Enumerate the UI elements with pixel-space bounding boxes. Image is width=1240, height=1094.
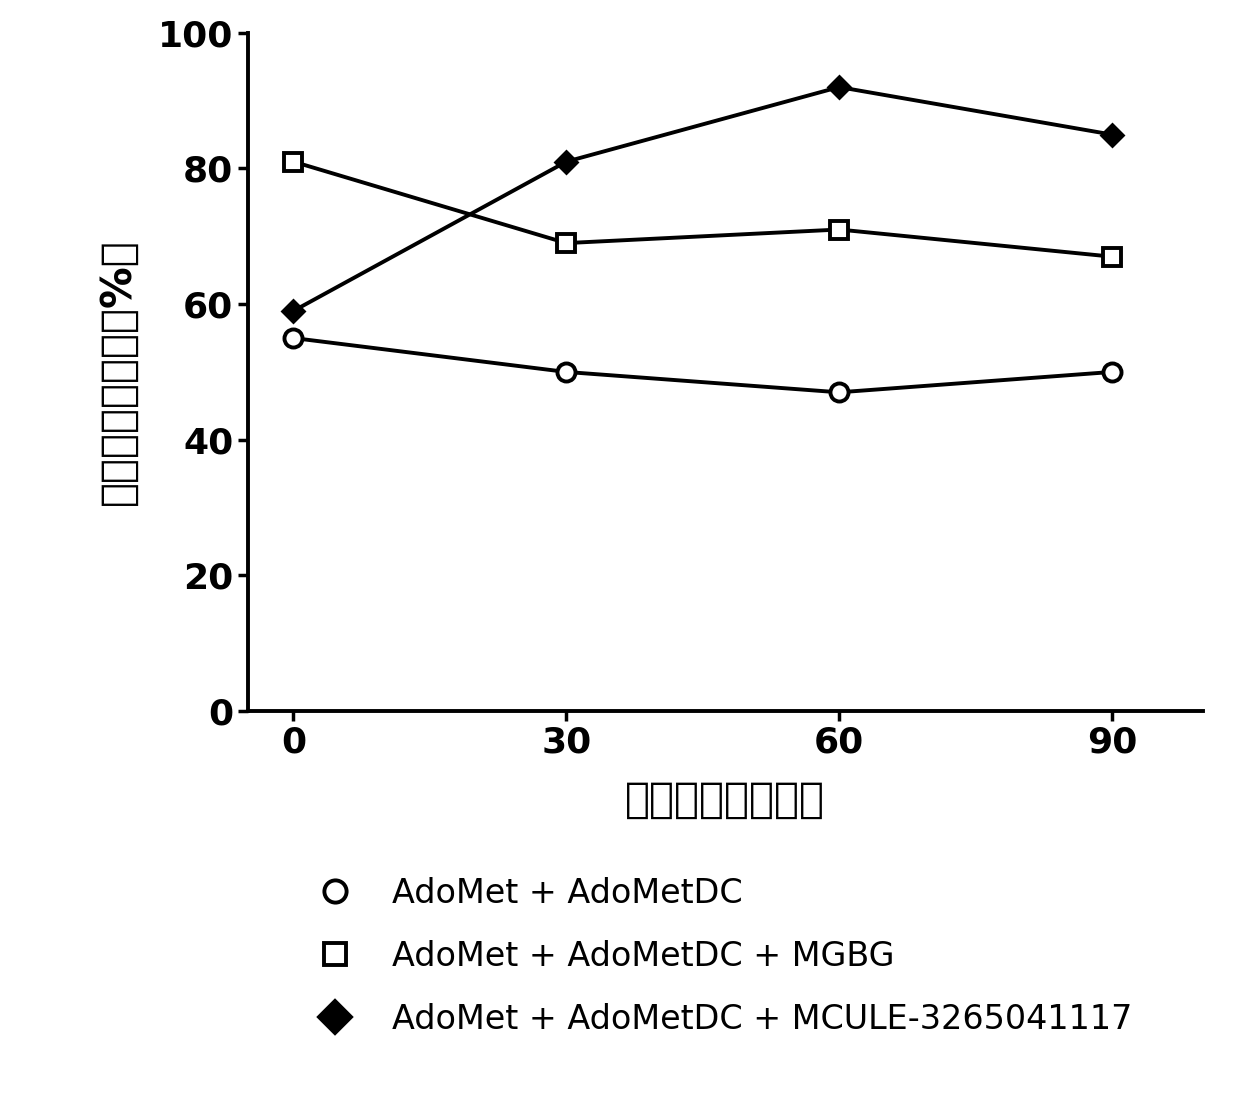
Legend: AdoMet + AdoMetDC, AdoMet + AdoMetDC + MGBG, AdoMet + AdoMetDC + MCULE-326504111: AdoMet + AdoMetDC, AdoMet + AdoMetDC + M… [319,877,1132,1036]
Y-axis label: 底物残余百分比（%）: 底物残余百分比（%） [97,238,139,505]
X-axis label: 孵育时间（分钟）: 孵育时间（分钟） [625,779,826,822]
